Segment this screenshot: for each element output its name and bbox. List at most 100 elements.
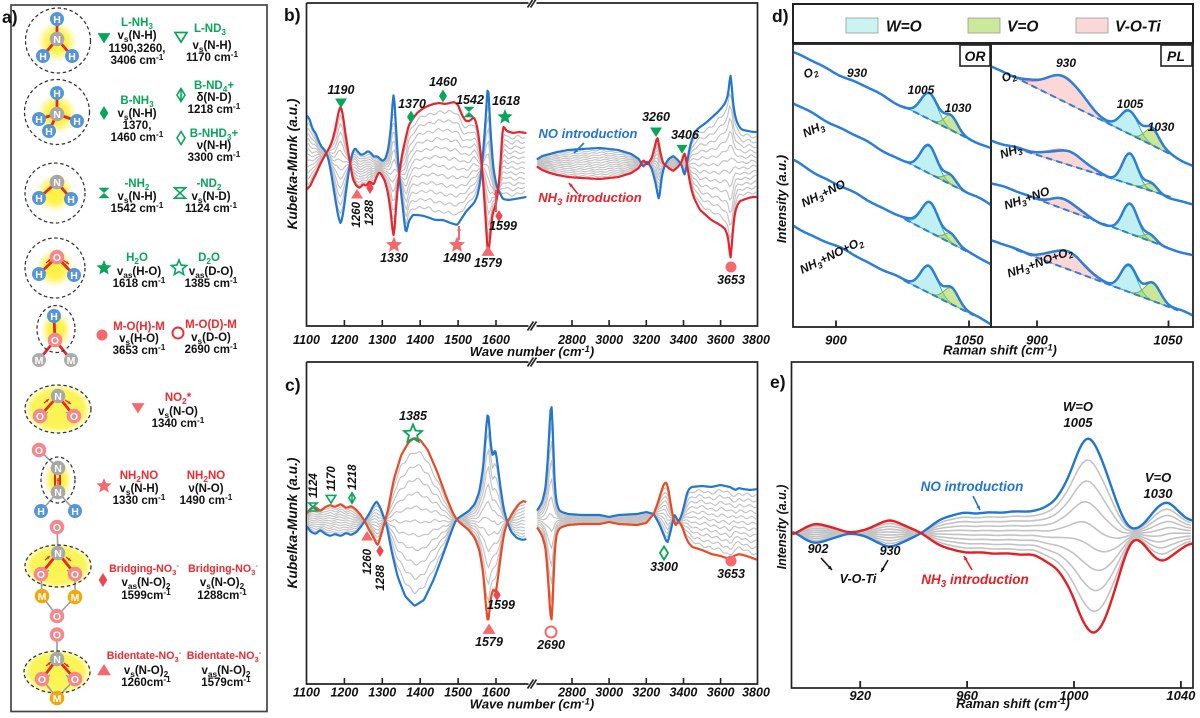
svg-text:1400: 1400 (406, 333, 434, 347)
svg-text:vs(N-H): vs(N-H) (117, 30, 156, 44)
svg-text:3000: 3000 (595, 333, 623, 347)
svg-text:NH3: NH3 (800, 118, 827, 142)
svg-text:a): a) (2, 7, 18, 27)
svg-text:3406: 3406 (671, 128, 700, 142)
svg-text:1218: 1218 (347, 464, 359, 490)
svg-text:Intensity (a.u.): Intensity (a.u.) (775, 485, 789, 570)
svg-text:1385: 1385 (399, 409, 428, 423)
svg-text:vs(N-O)2: vs(N-O)2 (124, 665, 169, 679)
svg-text:H: H (68, 51, 76, 63)
svg-text:NH2NO: NH2NO (187, 470, 226, 484)
svg-text:c): c) (285, 375, 301, 395)
svg-text:3200: 3200 (632, 333, 660, 347)
svg-text:δ(N-D): δ(N-D) (196, 92, 231, 104)
svg-text:PL: PL (1167, 48, 1185, 64)
svg-text:D2O: D2O (198, 252, 220, 266)
svg-text:-NH2: -NH2 (124, 178, 149, 192)
svg-text:3000: 3000 (595, 685, 623, 699)
svg-text:1288cm-1: 1288cm-1 (197, 588, 247, 602)
svg-text:Bridging-NO3-: Bridging-NO3- (188, 561, 258, 577)
svg-text:3260: 3260 (642, 110, 670, 124)
svg-text:O2: O2 (1000, 67, 1019, 87)
svg-text:3653: 3653 (717, 567, 745, 581)
svg-text:N: N (54, 487, 62, 499)
svg-text:vs(N-H): vs(N-H) (117, 191, 156, 205)
svg-text:1330: 1330 (380, 251, 408, 265)
svg-text:930: 930 (847, 66, 867, 80)
svg-text:3800: 3800 (742, 333, 770, 347)
svg-text:H: H (37, 506, 45, 518)
svg-text:Raman shift (cm-1): Raman shift (cm-1) (943, 343, 1057, 358)
svg-text:O: O (53, 522, 61, 534)
svg-text:930: 930 (880, 544, 901, 558)
svg-text:1030: 1030 (945, 101, 972, 115)
svg-text:1542 cm-1: 1542 cm-1 (111, 201, 164, 215)
svg-text:1490: 1490 (443, 251, 471, 265)
svg-text:O: O (37, 569, 45, 581)
svg-text:Raman shift (cm-1): Raman shift (cm-1) (956, 696, 1070, 711)
svg-text:b): b) (284, 5, 301, 25)
svg-text:1500: 1500 (444, 685, 472, 699)
svg-text:1330 cm-1: 1330 cm-1 (113, 493, 166, 507)
svg-text:3600: 3600 (707, 333, 735, 347)
svg-text:H: H (53, 14, 61, 26)
svg-text:1579cm-1: 1579cm-1 (201, 675, 251, 689)
svg-text:B-NH3: B-NH3 (120, 95, 154, 109)
svg-text:1170: 1170 (326, 466, 338, 491)
svg-text:1050: 1050 (955, 332, 985, 347)
svg-text:1599: 1599 (487, 598, 515, 612)
svg-text:902: 902 (808, 542, 829, 556)
svg-text:900: 900 (1026, 332, 1048, 347)
svg-text:1124 cm-1: 1124 cm-1 (185, 201, 238, 215)
svg-text:1030: 1030 (1148, 120, 1175, 134)
svg-text:Bidentate-NO3-: Bidentate-NO3- (107, 648, 182, 664)
svg-text:H: H (71, 506, 79, 518)
svg-text:H: H (35, 269, 43, 281)
svg-text:1170 cm-1: 1170 cm-1 (186, 50, 239, 64)
svg-text:Wave number (cm-1): Wave number (cm-1) (470, 344, 594, 359)
svg-text:1218 cm-1: 1218 cm-1 (188, 102, 241, 116)
svg-text:O: O (38, 674, 46, 686)
svg-text:V-O-Ti: V-O-Ti (840, 572, 877, 586)
svg-text:3400: 3400 (670, 333, 698, 347)
svg-text:N: N (53, 109, 61, 121)
svg-text:3653: 3653 (717, 273, 745, 287)
svg-text:2800: 2800 (557, 685, 586, 699)
svg-text:N: N (53, 34, 61, 46)
svg-text:M: M (35, 355, 44, 367)
svg-text:vas(D-O): vas(D-O) (189, 266, 234, 280)
svg-text:V=O: V=O (1007, 19, 1038, 36)
svg-text:vs(N-H): vs(N-H) (192, 40, 231, 54)
svg-text:3400: 3400 (670, 685, 698, 699)
svg-text:vs(N-H): vs(N-H) (119, 483, 158, 497)
svg-text:O: O (53, 252, 61, 264)
svg-text:1460 cm-1: 1460 cm-1 (111, 130, 164, 144)
svg-text:NH3+NO: NH3+NO (799, 176, 849, 211)
svg-text:M: M (38, 591, 47, 603)
svg-text:B-ND4+: B-ND4+ (194, 80, 234, 94)
svg-text:W=O: W=O (1063, 399, 1093, 414)
svg-text:3300: 3300 (650, 560, 678, 574)
svg-text:1000: 1000 (1060, 688, 1090, 703)
svg-text:H: H (39, 51, 47, 63)
svg-text:N: N (53, 177, 61, 189)
svg-text:B-NHD3+: B-NHD3+ (190, 128, 239, 142)
svg-text:vas(N-O)2: vas(N-O)2 (202, 665, 251, 679)
svg-text:vs(H-O): vs(H-O) (119, 333, 159, 347)
svg-text:NO2*: NO2* (165, 392, 192, 406)
svg-text:vs(D-O): vs(D-O) (191, 332, 231, 346)
svg-text:960: 960 (956, 688, 978, 703)
svg-text:1288: 1288 (364, 199, 376, 225)
svg-text:1005: 1005 (1117, 97, 1144, 111)
svg-text:N: N (54, 391, 62, 403)
svg-text:1542: 1542 (456, 93, 484, 107)
svg-text:Wave number (cm-1): Wave number (cm-1) (470, 696, 594, 711)
svg-text:1050: 1050 (1154, 332, 1184, 347)
svg-text:H2O: H2O (126, 252, 148, 266)
svg-text:e): e) (770, 372, 786, 392)
svg-text:1200: 1200 (330, 685, 358, 699)
svg-text:1618 cm-1: 1618 cm-1 (113, 276, 166, 290)
svg-text:1599: 1599 (489, 219, 517, 233)
svg-text:O: O (51, 335, 59, 347)
svg-text:H: H (35, 114, 43, 126)
